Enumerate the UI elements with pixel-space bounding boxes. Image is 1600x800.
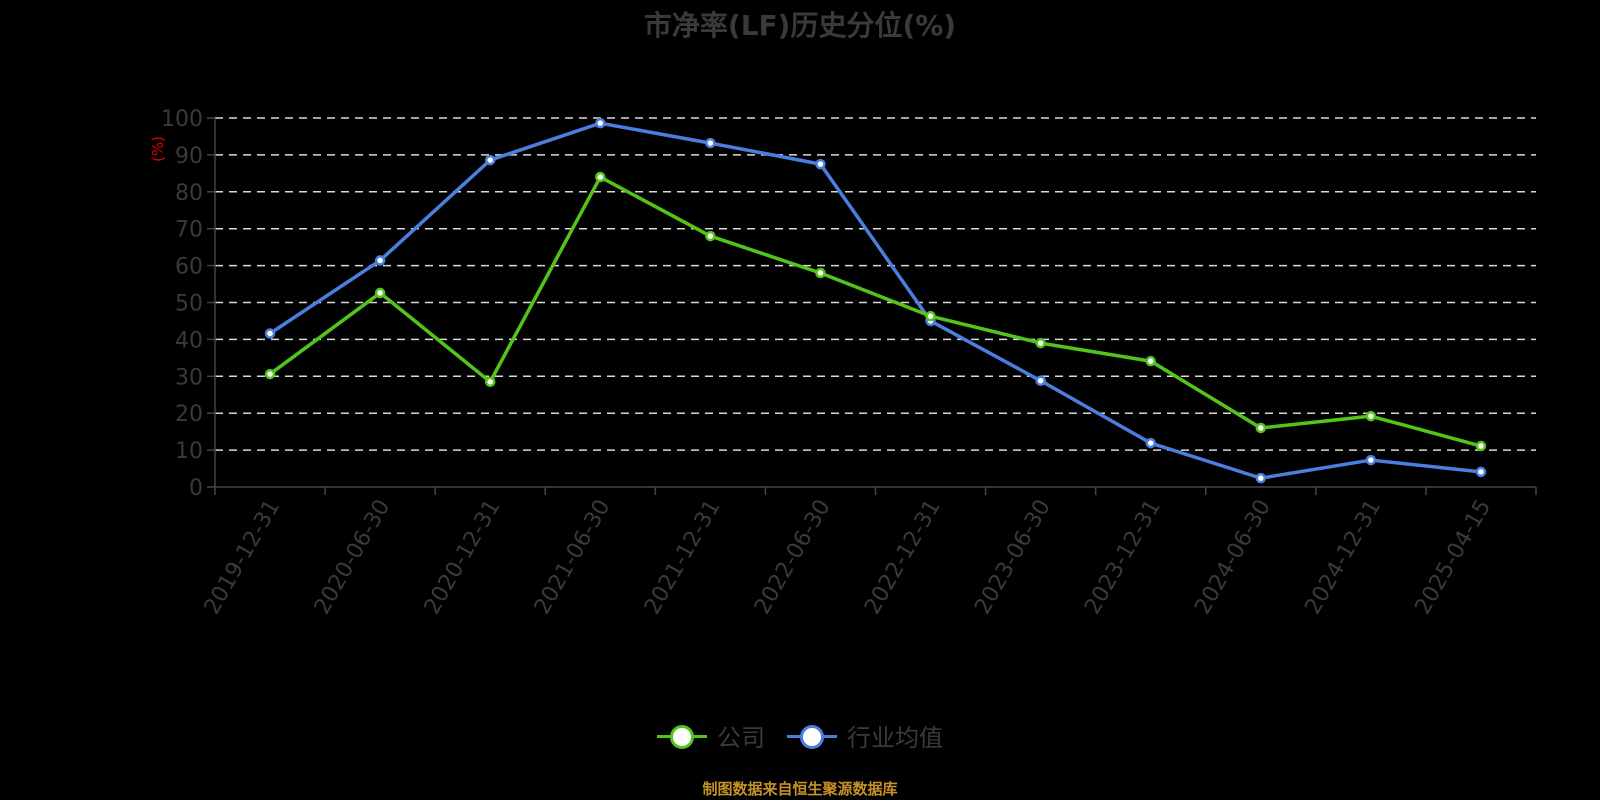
line-chart: 0 10 20 30 40 50 60 70 80 90 100 2019-12-31 2020-06-… xyxy=(161,107,1537,619)
y-tick-label: 20 xyxy=(175,402,203,427)
industry-series-point xyxy=(815,158,826,170)
y-tick-label: 60 xyxy=(175,255,203,280)
x-tick-label: 2025-04-15 xyxy=(1411,496,1497,619)
industry-series-point xyxy=(1255,472,1267,484)
x-tick-label: 2022-12-31 xyxy=(860,496,946,619)
industry-series-point xyxy=(1365,454,1377,466)
company-series-line xyxy=(269,175,1482,448)
x-tick-label: 2023-06-30 xyxy=(970,496,1056,619)
company-series-point xyxy=(264,368,276,380)
company-series-point xyxy=(595,171,606,183)
chart-title: 市净率(LF)历史分位(%) xyxy=(643,9,957,42)
x-tick-label: 2020-12-31 xyxy=(420,496,506,619)
industry-series-point xyxy=(484,154,496,166)
industry-series-marker-icon xyxy=(787,724,837,749)
data-source-note: 制图数据来自恒生聚源数据库 xyxy=(702,780,898,798)
industry-series-point xyxy=(1035,375,1046,386)
y-tick-label: 70 xyxy=(175,218,203,243)
legend-item-industry[interactable]: 行业均值 xyxy=(787,718,943,753)
industry-series-point xyxy=(1145,437,1156,449)
company-series-point xyxy=(484,376,496,388)
industry-series-line xyxy=(269,121,1482,480)
industry-series-point xyxy=(705,137,716,149)
x-tick-label: 2020-06-30 xyxy=(310,496,396,619)
company-series-point xyxy=(1365,410,1377,422)
legend: 公司 行业均值 xyxy=(0,718,1600,753)
y-tick-label: 10 xyxy=(175,439,203,464)
legend-label-company: 公司 xyxy=(717,724,765,752)
company-series-point xyxy=(1255,422,1267,434)
y-tick-label: 0 xyxy=(189,476,203,501)
company-series-point xyxy=(925,310,936,322)
x-tick-label: 2024-12-31 xyxy=(1300,496,1386,619)
y-tick-label: 50 xyxy=(175,292,203,317)
y-tick-label: 40 xyxy=(175,328,203,353)
y-tick-label: 100 xyxy=(161,107,203,132)
industry-series-point xyxy=(264,328,276,339)
legend-item-company[interactable]: 公司 xyxy=(657,718,765,753)
x-tick-label: 2021-12-31 xyxy=(640,496,726,619)
x-tick-label: 2019-12-31 xyxy=(200,496,286,619)
y-tick-label: 30 xyxy=(175,365,203,390)
legend-label-industry: 行业均值 xyxy=(847,724,943,752)
company-series-point xyxy=(1475,440,1487,452)
industry-series-point xyxy=(374,255,386,266)
x-tick-label: 2022-06-30 xyxy=(750,496,836,619)
company-series-point xyxy=(815,267,826,279)
company-series-point xyxy=(705,230,716,242)
company-series-point xyxy=(1145,355,1156,367)
industry-series-point xyxy=(1475,466,1487,478)
x-tick-label: 2021-06-30 xyxy=(530,496,616,619)
y-tick-label: 80 xyxy=(175,181,203,206)
company-series-point xyxy=(374,287,386,299)
x-tick-label: 2024-06-30 xyxy=(1190,496,1276,619)
x-tick-label: 2023-12-31 xyxy=(1080,496,1166,619)
industry-series-point xyxy=(595,117,606,129)
company-series-point xyxy=(1035,337,1046,349)
company-series-marker-icon xyxy=(657,724,707,749)
y-tick-label: 90 xyxy=(175,144,203,169)
